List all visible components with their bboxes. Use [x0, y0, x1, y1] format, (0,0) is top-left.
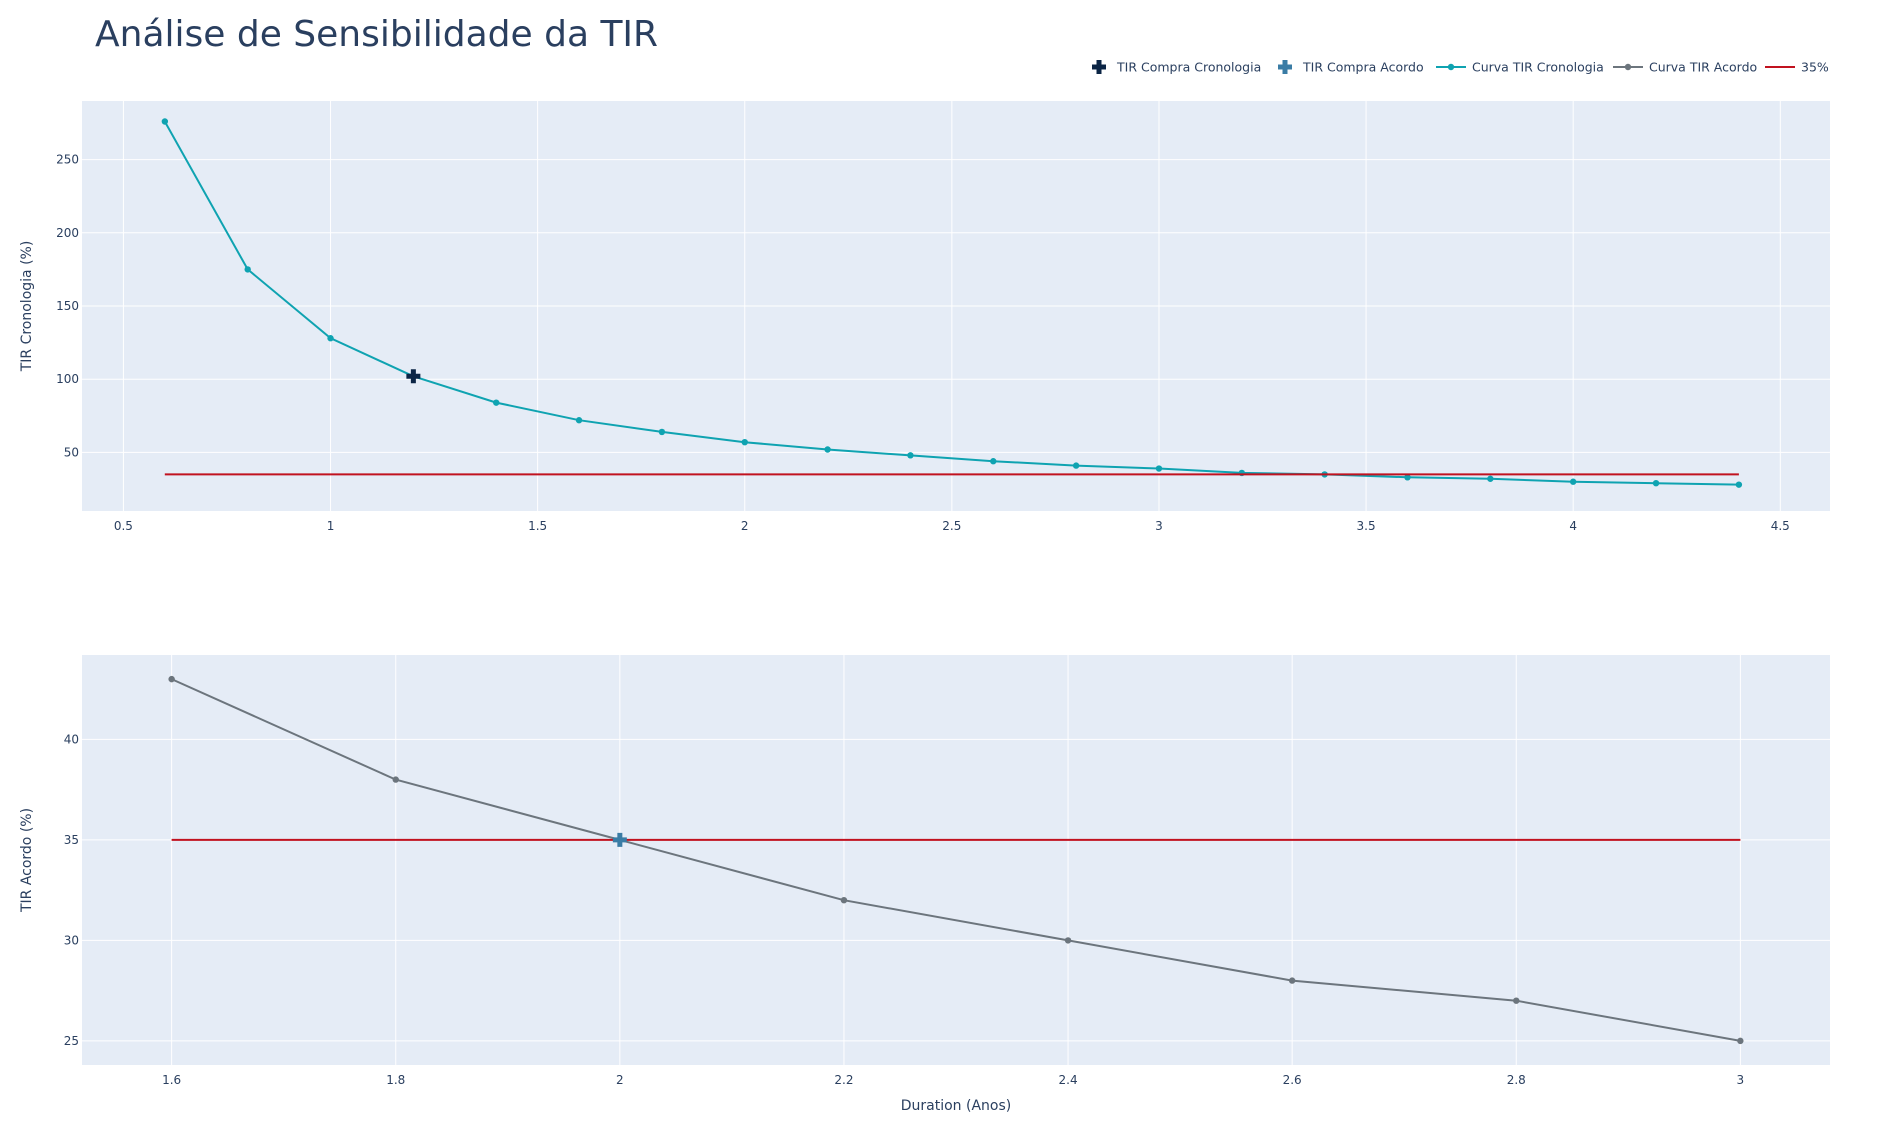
data-point[interactable] [493, 399, 500, 406]
y-axis-title: TIR Acordo (%) [19, 808, 35, 913]
data-point[interactable] [1652, 479, 1660, 487]
data-point[interactable] [658, 428, 666, 436]
data-point[interactable] [1513, 997, 1520, 1004]
data-point[interactable] [990, 458, 997, 465]
legend-marker-icon [1447, 63, 1455, 71]
data-point[interactable] [161, 118, 169, 125]
data-point[interactable] [1288, 977, 1296, 984]
data-point[interactable] [824, 446, 831, 453]
legend-item[interactable]: Curva TIR Cronologia [1436, 60, 1604, 75]
x-tick-label: 3.5 [1357, 519, 1376, 533]
y-tick-label: 35 [64, 833, 79, 847]
legend-item[interactable]: TIR Compra Acordo [1278, 60, 1424, 75]
plot-area [82, 655, 1830, 1065]
x-tick-label: 2 [741, 519, 749, 533]
y-tick-label: 40 [64, 732, 79, 746]
legend-cross-icon [1278, 60, 1292, 74]
data-point[interactable] [1569, 478, 1577, 485]
data-point[interactable] [1737, 1037, 1744, 1045]
legend-label: Curva TIR Cronologia [1472, 60, 1604, 75]
legend-item[interactable]: 35% [1765, 60, 1829, 75]
data-point[interactable] [1155, 465, 1163, 472]
data-point[interactable] [1072, 462, 1080, 469]
cross-marker[interactable] [406, 369, 421, 384]
subplot-tir-cronologia: 0.5 1 1.5 2 2.5 3 3.5 4 4.5 50 100 150 200 250 TIR Cro… [19, 101, 1830, 533]
x-tick-label: 4.5 [1771, 519, 1790, 533]
series-tir-compra-acordo[interactable] [612, 832, 627, 847]
x-tick-label: 3 [1737, 1073, 1745, 1087]
x-tick-label: 2.5 [942, 519, 961, 533]
data-point[interactable] [1404, 474, 1411, 481]
x-tick-label: 1.8 [386, 1073, 405, 1087]
chart-legend[interactable]: TIR Compra Cronologia TIR Compra Acordo Cu… [1092, 60, 1829, 75]
data-point[interactable] [840, 896, 848, 904]
data-point[interactable] [907, 452, 914, 459]
y-tick-label: 200 [56, 226, 79, 240]
legend-label: TIR Compra Cronologia [1116, 60, 1261, 75]
y-tick-label: 100 [56, 372, 79, 386]
series-line [163, 121, 1739, 486]
series-curva-tir-acordo[interactable] [168, 675, 1744, 1045]
series-line [171, 678, 1741, 1042]
y-tick-label: 30 [64, 933, 79, 947]
legend-marker-icon [1624, 63, 1632, 71]
x-tick-label: 2 [616, 1073, 624, 1087]
legend-item[interactable]: Curva TIR Acordo [1613, 60, 1757, 75]
x-tick-label: 2.8 [1507, 1073, 1526, 1087]
data-point[interactable] [1064, 937, 1072, 944]
x-axis-title: Duration (Anos) [901, 1098, 1012, 1114]
data-point[interactable] [741, 438, 748, 446]
x-tick-label: 2.6 [1283, 1073, 1302, 1087]
legend-label: TIR Compra Acordo [1302, 60, 1424, 75]
x-tick-label: 1.6 [162, 1073, 181, 1087]
y-tick-label: 250 [56, 153, 79, 167]
x-tick-label: 2.4 [1059, 1073, 1078, 1087]
data-point[interactable] [1487, 475, 1494, 482]
data-point[interactable] [168, 675, 175, 683]
legend-item[interactable]: TIR Compra Cronologia [1092, 60, 1261, 75]
series-tir-compra-cronologia[interactable] [406, 369, 421, 384]
x-tick-label: 4 [1569, 519, 1577, 533]
x-tick-label: 1 [327, 519, 335, 533]
data-point[interactable] [575, 417, 583, 424]
legend-label: Curva TIR Acordo [1649, 60, 1757, 75]
x-tick-label: 2.2 [834, 1073, 853, 1087]
data-point[interactable] [1735, 481, 1743, 488]
legend-label: 35% [1801, 60, 1829, 75]
y-tick-label: 50 [64, 445, 79, 459]
y-axis-title: TIR Cronologia (%) [19, 241, 35, 373]
y-tick-label: 150 [56, 299, 79, 313]
data-point[interactable] [392, 776, 399, 783]
data-point[interactable] [244, 266, 251, 273]
subplot-tir-acordo: 1.6 1.8 2 2.2 2.4 2.6 2.8 3 25 30 35 40 TIR Acordo (… [19, 655, 1830, 1114]
cross-marker[interactable] [612, 832, 627, 847]
x-tick-label: 1.5 [528, 519, 547, 533]
y-tick-label: 25 [64, 1034, 79, 1048]
data-point[interactable] [327, 335, 334, 342]
x-tick-label: 3 [1155, 519, 1163, 533]
legend-cross-icon [1092, 60, 1106, 74]
chart-title: Análise de Sensibilidade da TIR [95, 14, 659, 55]
x-tick-label: 0.5 [114, 519, 133, 533]
